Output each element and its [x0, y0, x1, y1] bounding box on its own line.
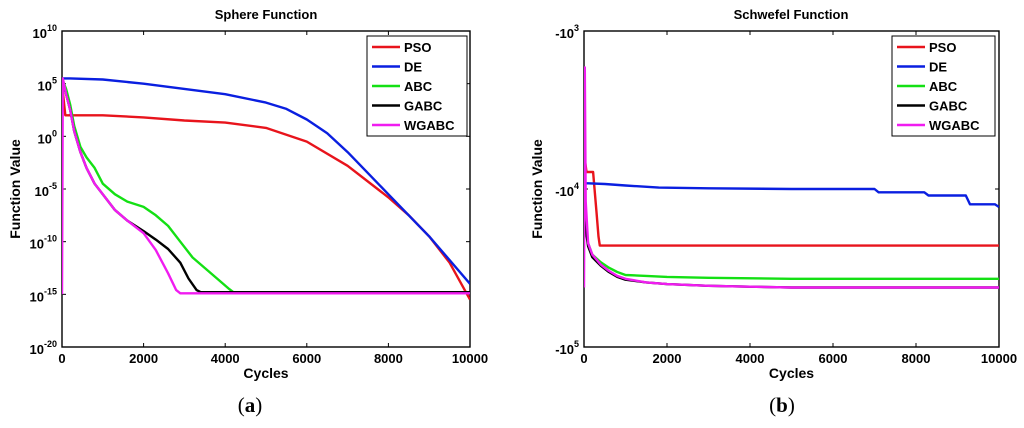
legend-label-de: DE	[404, 60, 422, 75]
chart-panel-a: Sphere Function 0 2000 4000 6000 8000 10000 101…	[7, 7, 488, 381]
y-tick-label: 100	[38, 128, 57, 146]
series-line-abc	[584, 216, 999, 280]
y-tick-label: 10-15	[30, 286, 57, 304]
legend-label-abc: ABC	[404, 79, 433, 94]
y-tick-label: 105	[38, 76, 57, 94]
legend-label-gabc: GABC	[404, 99, 443, 114]
legend-label-abc: ABC	[929, 79, 958, 94]
legend: PSO DE ABC GABC WGABC	[891, 35, 996, 137]
y-tick-label: -103	[555, 23, 579, 41]
legend-label-wgabc: WGABC	[929, 118, 980, 133]
caption-a: (a)	[237, 393, 263, 417]
x-tick-label: 0	[580, 351, 587, 366]
legend: PSO DE ABC GABC WGABC	[366, 35, 468, 137]
series-group	[584, 66, 999, 289]
series-line-de	[584, 182, 999, 209]
x-tick-label: 4000	[211, 351, 240, 366]
legend-label-gabc: GABC	[929, 99, 968, 114]
caption-b-letter: b	[776, 393, 788, 417]
y-tick-label: 10-20	[30, 339, 57, 357]
x-tick-label: 8000	[374, 351, 403, 366]
x-tick-label: 10000	[981, 351, 1017, 366]
y-tick-label: -105	[555, 339, 579, 357]
legend-label-pso: PSO	[404, 40, 431, 55]
x-tick-label: 4000	[736, 351, 765, 366]
series-group	[62, 77, 470, 301]
chart-panel-b: Schwefel Function 0 2000 4000 6000 8000 10000 -…	[529, 7, 1017, 381]
y-axis-label: Function Value	[7, 139, 23, 239]
legend-label-wgabc: WGABC	[404, 118, 455, 133]
y-tick-label: 10-10	[30, 234, 57, 252]
x-axis-label: Cycles	[243, 365, 288, 381]
x-tick-label: 2000	[653, 351, 682, 366]
y-tick-label: -104	[555, 181, 579, 199]
legend-label-de: DE	[929, 60, 947, 75]
caption-a-letter: a	[244, 393, 256, 417]
series-line-abc	[62, 77, 470, 294]
x-tick-label: 8000	[902, 351, 931, 366]
x-tick-label: 10000	[452, 351, 488, 366]
y-axis-label: Function Value	[529, 139, 545, 239]
series-line-pso	[584, 152, 999, 247]
x-axis-label: Cycles	[769, 365, 814, 381]
series-line-wgabc	[584, 66, 999, 289]
caption-b: (b)	[769, 393, 795, 417]
y-tick-label: 1010	[33, 23, 57, 41]
x-tick-label: 0	[58, 351, 65, 366]
y-tick-label: 10-5	[35, 181, 57, 199]
series-line-wgabc	[62, 77, 470, 295]
x-tick-label: 2000	[129, 351, 158, 366]
chart-title: Schwefel Function	[734, 7, 849, 22]
legend-label-pso: PSO	[929, 40, 956, 55]
chart-title: Sphere Function	[215, 7, 318, 22]
x-tick-label: 6000	[819, 351, 848, 366]
x-tick-label: 6000	[292, 351, 321, 366]
series-line-de	[62, 77, 470, 285]
